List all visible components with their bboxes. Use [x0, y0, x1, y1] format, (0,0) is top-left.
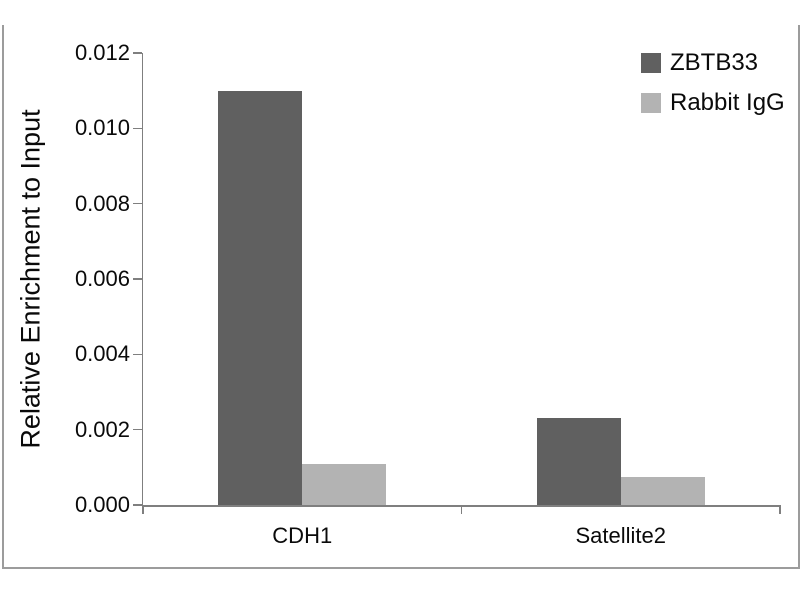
y-axis-title: Relative Enrichment to Input: [15, 109, 46, 449]
bar-zbtb33-cdh1: [218, 90, 303, 505]
legend-swatch: [641, 93, 661, 113]
legend-label: Rabbit IgG: [670, 89, 785, 116]
y-tick-label: 0.004: [74, 341, 130, 367]
bar-rabbit-igg-cdh1: [302, 463, 387, 505]
y-tick-label: 0.002: [74, 416, 130, 442]
y-tick-mark: [132, 52, 142, 54]
y-tick-label: 0.000: [74, 492, 130, 517]
y-tick-label: 0.010: [74, 115, 130, 141]
bar-zbtb33-satellite2: [536, 418, 621, 505]
y-tick-label: 0.006: [74, 266, 130, 291]
y-tick-label: 0.012: [74, 40, 130, 65]
legend-row: Rabbit IgG: [641, 91, 785, 115]
x-tick-mark: [779, 505, 781, 514]
y-tick-mark: [132, 353, 142, 356]
category-label: Satellite2: [575, 523, 666, 548]
x-tick-mark: [460, 505, 463, 514]
legend-row: ZBTB33: [641, 51, 785, 75]
category-label: CDH1: [272, 523, 333, 548]
plot-area: [143, 53, 780, 505]
y-tick-label: 0.008: [74, 190, 130, 216]
y-tick-mark: [132, 278, 142, 280]
bar-rabbit-igg-satellite2: [620, 476, 705, 505]
legend-label: ZBTB33: [670, 49, 759, 76]
y-axis-line: [141, 53, 143, 505]
y-tick-mark: [132, 202, 142, 205]
legend: ZBTB33 Rabbit IgG: [641, 51, 785, 131]
y-tick-mark: [132, 504, 142, 506]
chart-frame: [2, 25, 800, 569]
y-tick-mark: [132, 428, 142, 431]
x-tick-mark: [142, 505, 144, 514]
y-tick-mark: [132, 127, 142, 130]
legend-swatch: [641, 53, 661, 73]
